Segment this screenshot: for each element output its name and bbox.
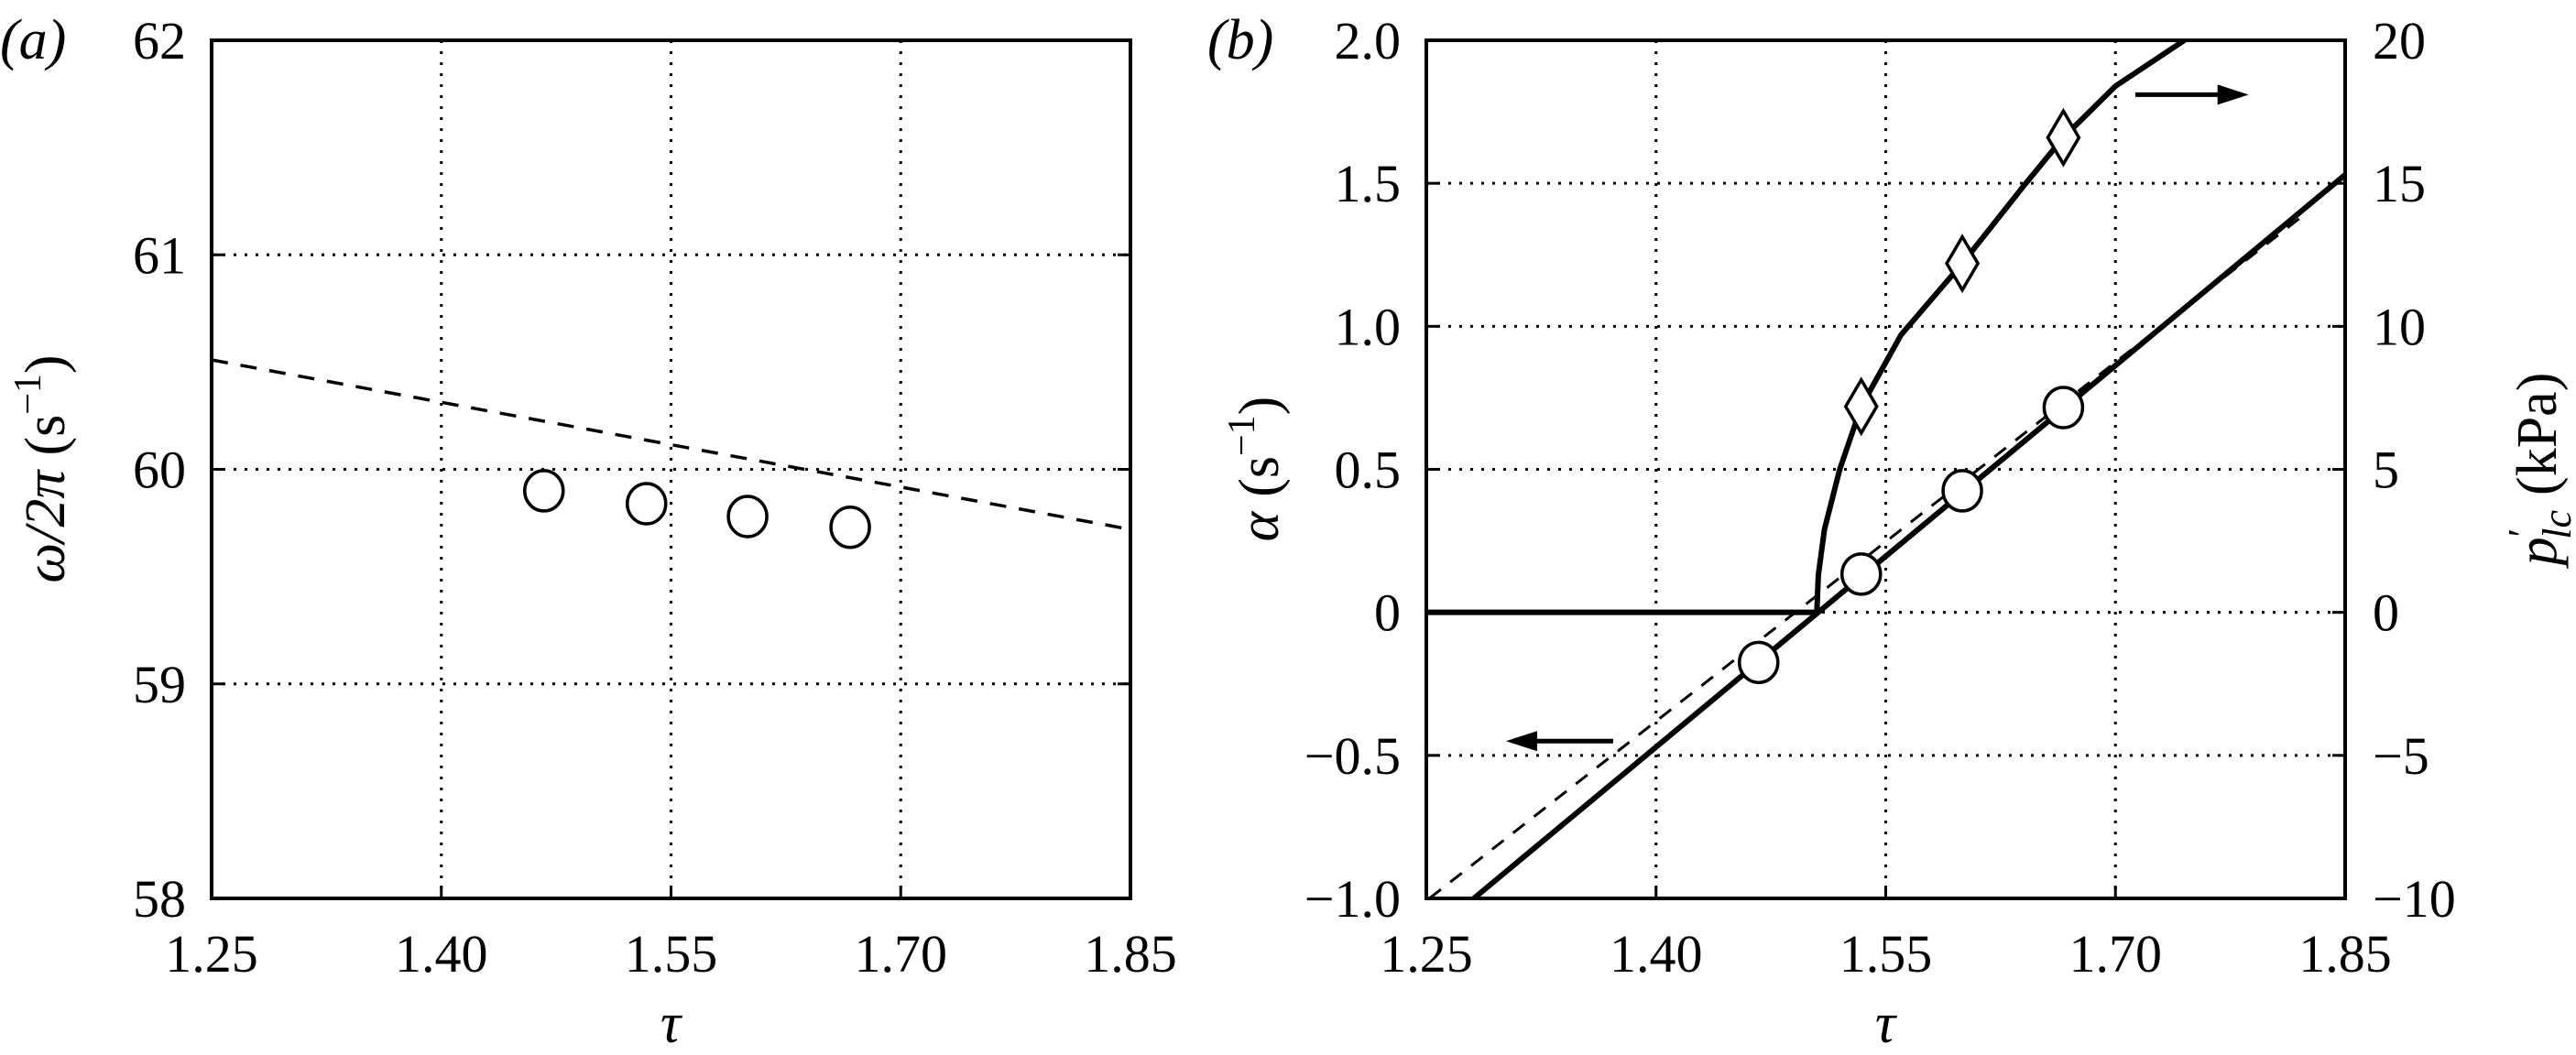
x-tick-label: 1.25 [1380,924,1473,984]
x-tick-label: 1.70 [2069,924,2163,984]
panel-b-y2-axis-label: p′lc (kPa) [2500,373,2576,570]
panel-b-y2tick-labels: −10 −5 0 5 10 15 20 [2373,11,2456,929]
y2-tick-label: 20 [2373,11,2426,71]
panel-a: (a) 58 59 60 61 62 1.25 1.40 1.55 1.70 1.85 τ ω/… [0,9,1177,1055]
y-tick-label: 0 [1374,583,1401,643]
x-tick-label: 1.25 [165,924,258,984]
diamond-marker [1843,376,1879,437]
panel-a-ylabel-unit-open: (s [15,415,77,456]
panel-b: (b) −1.0−0.500.51.01.52.0 −10−505101520 … [1207,9,2576,1055]
panel-a-frame [210,38,1132,900]
svg-text:α(s−1): α (s−1) [1221,397,1291,542]
y-tick-label: 61 [133,225,186,285]
panel-a-label: (a) [0,9,66,71]
panel-b-y2label-sub: lc [2535,509,2576,538]
y-tick-label: 1.0 [1335,297,1402,356]
y2-tick-label: 5 [2373,440,2399,500]
panel-b-right-arrow [2134,84,2249,105]
panel-a-ylabel-unit-close: ) [15,354,77,374]
panel-b-x-axis-label: τ [1875,993,1898,1055]
panel-a-ylabel-main: ω/2π [15,469,77,583]
y-tick-label: 60 [133,440,186,500]
x-tick-label: 1.40 [395,924,488,984]
svg-text:p′lc(kPa): p′lc (kPa) [2500,373,2576,570]
y-tick-label: −1.0 [1304,869,1401,929]
panel-b-left-arrow [1505,731,1613,752]
y-tick-label: 62 [133,11,186,71]
panel-a-grid [212,40,1130,898]
svg-text:ω/2π(s−1): ω/2π (s−1) [7,354,77,582]
panel-a-ylabel-unit-sup: −1 [7,374,49,415]
circle-marker [1840,552,1883,596]
panel-b-grid [1426,40,2345,898]
diamond-marker [2046,107,2081,168]
circle-marker [523,469,565,513]
arrow-head-icon [2217,84,2249,105]
x-tick-label: 1.55 [625,924,718,984]
panel-b-pressure-diamonds [1843,107,2081,437]
circle-marker [1941,469,1983,513]
y2-tick-label: −10 [2373,869,2456,929]
diamond-marker [1945,234,1981,294]
y-tick-label: 1.5 [1335,154,1402,213]
panel-b-y2label-main: p [2506,537,2569,569]
panel-a-xtick-labels: 1.25 1.40 1.55 1.70 1.85 [165,924,1177,984]
x-tick-label: 1.55 [1839,924,1933,984]
panel-b-ylabel-unit-close: ) [1228,397,1291,416]
panel-b-y-axis-label: α (s−1) [1221,397,1291,542]
circle-marker [726,495,769,538]
panel-b-ylabel-unit-open: (s [1228,456,1291,497]
circle-marker [626,482,668,526]
panel-b-y2label-unit: (kPa) [2506,373,2569,495]
x-tick-label: 1.85 [1084,924,1177,984]
panel-a-y-axis-label: ω/2π (s−1) [7,354,77,582]
x-tick-label: 1.85 [2298,924,2392,984]
x-tick-label: 1.70 [855,924,948,984]
panel-b-y2label-prime: ′ [2500,528,2545,538]
y-tick-label: 2.0 [1335,11,1402,71]
y2-tick-label: 10 [2373,297,2426,356]
panel-b-ytick-labels: −1.0 −0.5 0 0.5 1.0 1.5 2.0 [1304,11,1401,929]
y2-tick-label: −5 [2373,726,2429,786]
circle-marker [2042,386,2085,430]
y-tick-label: 58 [133,869,186,929]
panel-a-x-axis-label: τ [660,993,683,1055]
circle-marker [1738,640,1780,685]
y-tick-label: −0.5 [1304,726,1401,786]
panel-a-prediction-dashed-line [211,358,1131,531]
panel-b-ylabel-main: α [1228,510,1291,541]
x-tick-label: 1.40 [1610,924,1703,984]
arrow-head-icon [1505,731,1537,752]
y-tick-label: 59 [133,655,186,714]
y2-tick-label: 15 [2373,154,2426,213]
y2-tick-label: 0 [2373,583,2399,643]
panel-b-alpha-solid-line [1471,172,2345,898]
panel-b-xtick-labels: 1.25 1.40 1.55 1.70 1.85 [1380,924,2392,984]
panel-a-measured-circles [523,469,871,549]
y-tick-label: 0.5 [1335,440,1402,500]
circle-marker [829,505,871,549]
panel-a-ytick-labels: 58 59 60 61 62 [133,11,186,929]
panel-b-frame [1424,38,2347,900]
panel-b-ylabel-unit-sup: −1 [1221,415,1263,456]
panel-b-alpha-circles [1738,386,2085,685]
panel-b-label: (b) [1207,9,1273,71]
